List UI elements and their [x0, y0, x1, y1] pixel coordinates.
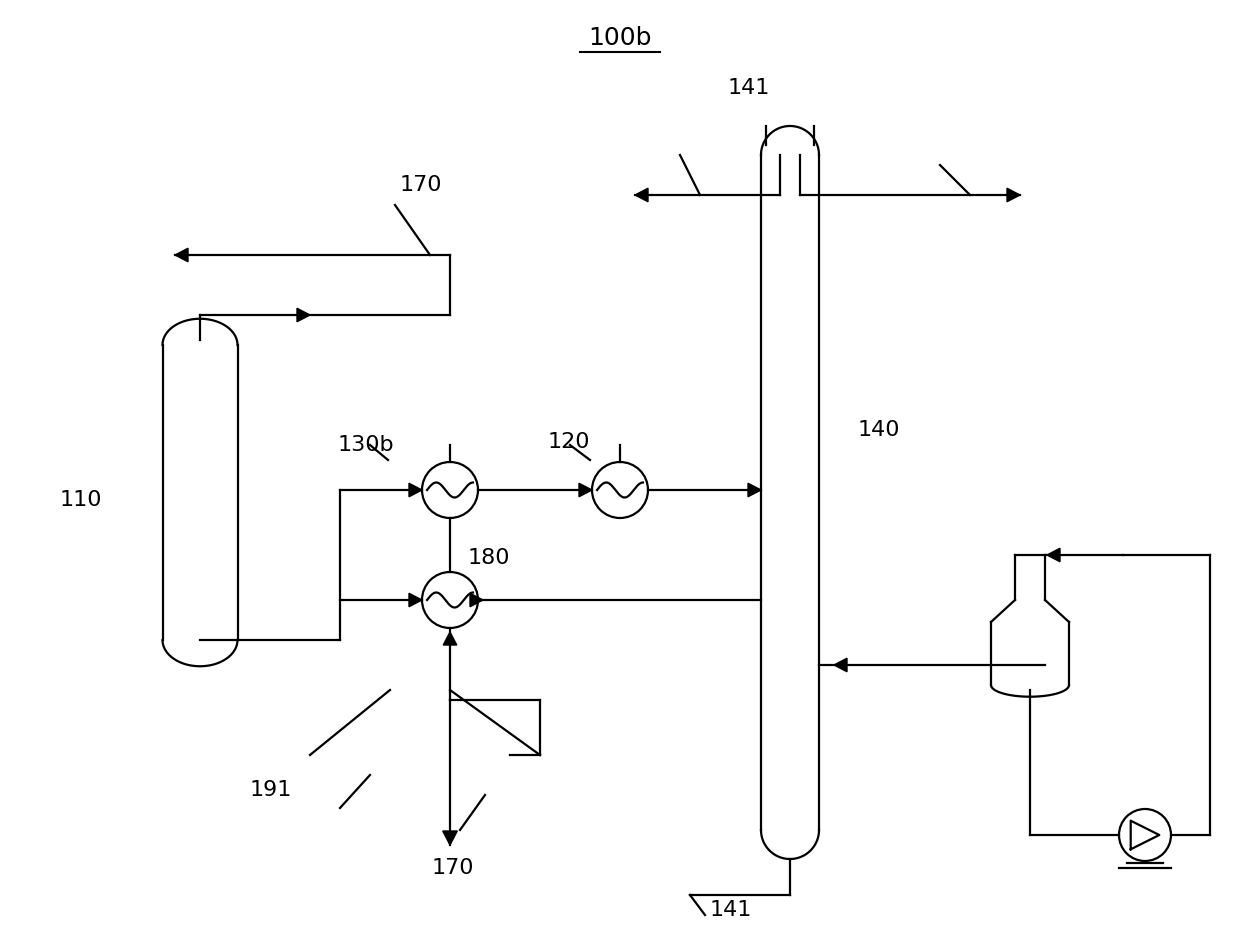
Polygon shape: [443, 831, 458, 845]
Polygon shape: [409, 593, 422, 607]
Text: 141: 141: [711, 900, 753, 920]
Polygon shape: [175, 248, 188, 261]
Text: 100b: 100b: [588, 26, 652, 50]
Text: 141: 141: [728, 78, 770, 98]
Polygon shape: [835, 658, 847, 671]
Text: 120: 120: [548, 432, 590, 452]
Polygon shape: [635, 188, 649, 202]
Polygon shape: [470, 593, 484, 607]
Text: 140: 140: [858, 420, 900, 440]
Text: 170: 170: [432, 858, 475, 878]
Polygon shape: [1007, 188, 1021, 202]
Polygon shape: [748, 483, 761, 497]
Text: 191: 191: [250, 780, 293, 800]
Polygon shape: [443, 632, 456, 645]
Polygon shape: [409, 483, 422, 497]
Polygon shape: [579, 483, 591, 497]
Text: 180: 180: [467, 548, 511, 568]
Text: 130b: 130b: [339, 435, 394, 455]
Text: 110: 110: [60, 490, 103, 510]
Polygon shape: [298, 308, 310, 322]
Polygon shape: [1047, 548, 1060, 562]
Text: 170: 170: [401, 175, 443, 195]
